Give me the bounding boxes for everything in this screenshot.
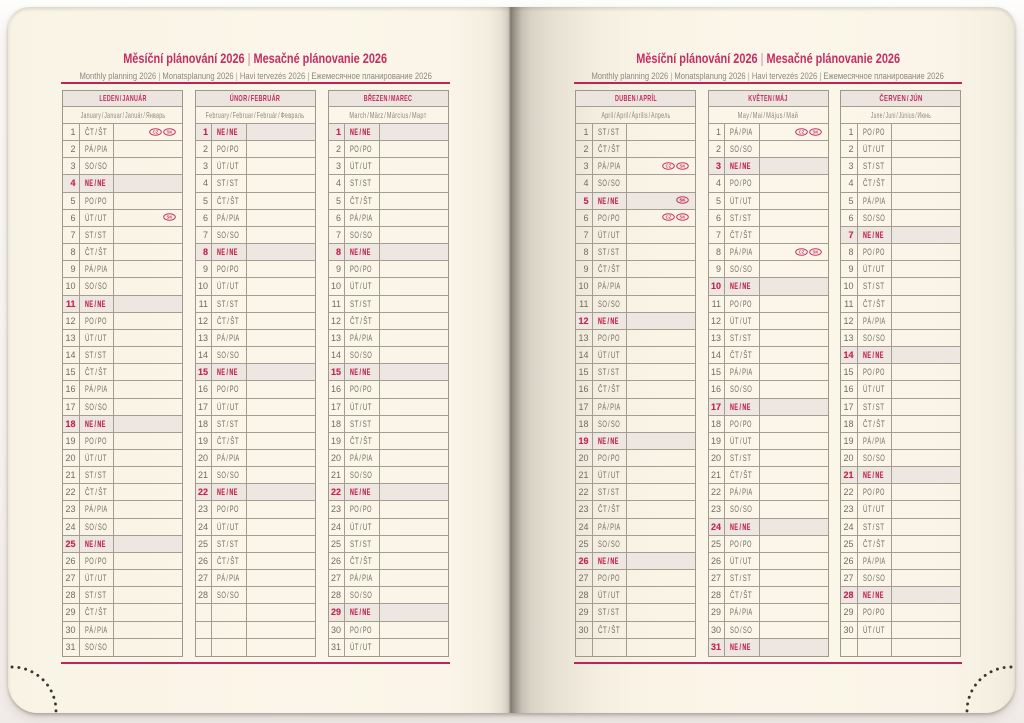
- svg-text:SK: SK: [812, 129, 819, 134]
- svg-text:SK: SK: [680, 163, 687, 168]
- svg-text:SK: SK: [167, 215, 174, 220]
- svg-text:SK: SK: [167, 129, 174, 134]
- svg-text:CZ: CZ: [666, 215, 672, 220]
- svg-text:CZ: CZ: [798, 249, 804, 254]
- svg-text:SK: SK: [680, 215, 687, 220]
- svg-text:CZ: CZ: [798, 129, 804, 134]
- svg-text:SK: SK: [812, 249, 819, 254]
- svg-text:CZ: CZ: [666, 163, 672, 168]
- svg-text:SK: SK: [680, 198, 687, 203]
- svg-text:CZ: CZ: [153, 129, 159, 134]
